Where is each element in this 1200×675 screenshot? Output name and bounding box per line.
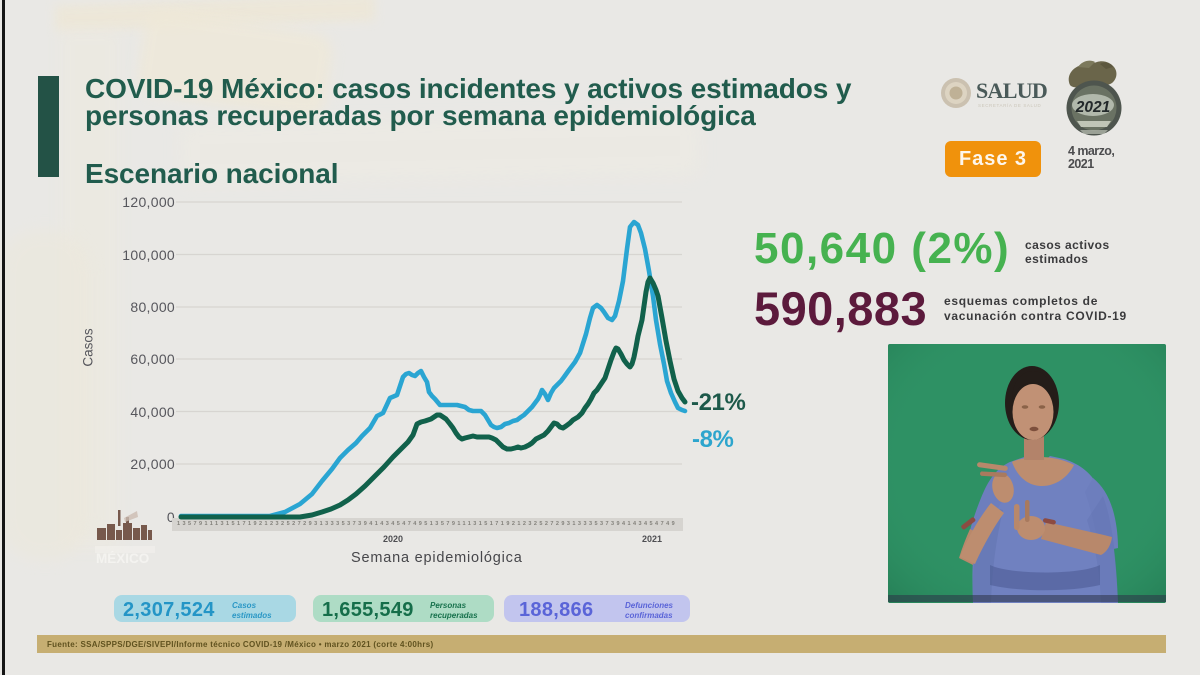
svg-text:2021: 2021: [1075, 99, 1110, 116]
svg-text:MÉXICO: MÉXICO: [96, 551, 149, 566]
